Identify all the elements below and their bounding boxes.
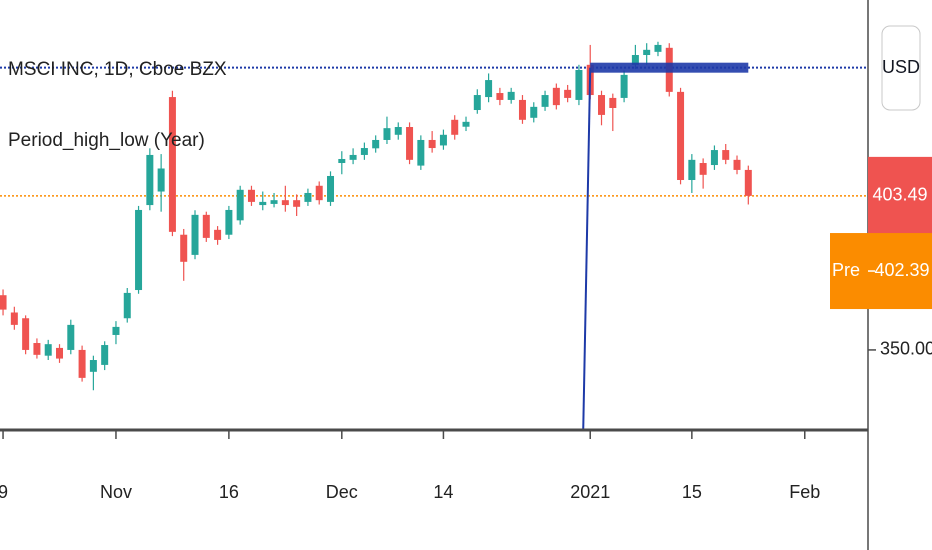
x-tick-label: Nov xyxy=(100,482,132,502)
candle-body xyxy=(688,159,696,181)
candle-body xyxy=(247,189,255,202)
candle-body xyxy=(112,326,120,335)
candle-body xyxy=(417,139,425,166)
candle-body xyxy=(191,214,199,255)
candle-body xyxy=(44,344,52,356)
candle-body xyxy=(722,150,730,160)
candle-body xyxy=(643,49,651,56)
currency-label: USD xyxy=(882,57,920,77)
candle-body xyxy=(360,148,368,155)
chart-title: MSCI INC, 1D, Cboe BZX xyxy=(8,59,227,80)
candle-body xyxy=(327,175,335,202)
candle-body xyxy=(598,95,606,115)
period-high-vertical xyxy=(582,67,592,431)
candle-body xyxy=(518,99,526,120)
candle-body xyxy=(157,168,165,192)
candle-body xyxy=(383,128,391,140)
candle-body xyxy=(10,312,18,325)
candle-body xyxy=(281,200,289,206)
candle-body xyxy=(394,127,402,135)
candle-body xyxy=(406,127,414,160)
x-tick-label: 9 xyxy=(0,482,8,502)
candle-body xyxy=(620,74,628,98)
pre-label: Pre xyxy=(832,260,860,280)
candle-body xyxy=(123,292,131,319)
candle-body xyxy=(507,91,515,100)
candle-body xyxy=(372,139,380,149)
candle-body xyxy=(552,87,560,106)
candle-body xyxy=(56,347,64,359)
last-price-label: 403.49 xyxy=(872,185,927,205)
candle-body xyxy=(78,349,86,378)
pre-price-box xyxy=(830,233,932,310)
candle-body xyxy=(236,189,244,221)
candle-body xyxy=(485,80,493,98)
candle-body xyxy=(168,97,176,232)
candle-body xyxy=(67,324,75,350)
candle-body xyxy=(439,134,447,146)
pre-price-label: 402.39 xyxy=(874,260,929,280)
candle-body xyxy=(349,154,357,160)
candle-body xyxy=(225,209,233,235)
currency-button[interactable] xyxy=(881,25,921,111)
candle-body xyxy=(146,154,154,206)
candle-body xyxy=(609,97,617,109)
candle-body xyxy=(304,192,312,202)
candle-body xyxy=(202,214,210,238)
candle-body xyxy=(699,163,707,175)
candle-body xyxy=(338,158,346,164)
candle-body xyxy=(710,150,718,166)
candle-body xyxy=(473,95,481,111)
x-tick-label: 15 xyxy=(682,482,702,502)
candle-body xyxy=(214,229,222,240)
candle-body xyxy=(744,169,752,196)
candle-body xyxy=(677,91,685,181)
candle-body xyxy=(270,200,278,204)
x-tick-label: 14 xyxy=(433,482,453,502)
candle-body xyxy=(428,139,436,149)
x-tick-label: Feb xyxy=(789,482,820,502)
candle-body xyxy=(33,343,41,355)
candle-body xyxy=(654,44,662,52)
candle-body xyxy=(89,360,97,372)
candle-body xyxy=(496,93,504,100)
candle-body xyxy=(180,234,188,262)
x-tick-label: 2021 xyxy=(570,482,610,502)
candle-body xyxy=(451,119,459,135)
candle-body xyxy=(101,345,109,365)
candle-body xyxy=(575,69,583,100)
candle-body xyxy=(462,121,470,127)
candle-body xyxy=(259,201,267,206)
y-tick-label: 350.00 xyxy=(880,339,932,359)
candle-body xyxy=(541,95,549,107)
plot-area xyxy=(0,41,868,431)
candle-body xyxy=(564,89,572,98)
period-high-band xyxy=(590,62,749,73)
candle-body xyxy=(733,159,741,170)
candle-body xyxy=(631,55,639,65)
candle-body xyxy=(0,295,7,310)
x-tick-label: Dec xyxy=(326,482,358,502)
indicator-name: Period_high_low (Year) xyxy=(8,130,205,151)
candle-body xyxy=(22,318,30,350)
candle-body xyxy=(293,200,301,207)
candle-body xyxy=(530,106,538,118)
x-tick-label: 16 xyxy=(219,482,239,502)
last-price-box xyxy=(868,156,932,235)
candle-body xyxy=(135,209,143,291)
candle-body xyxy=(315,185,323,201)
